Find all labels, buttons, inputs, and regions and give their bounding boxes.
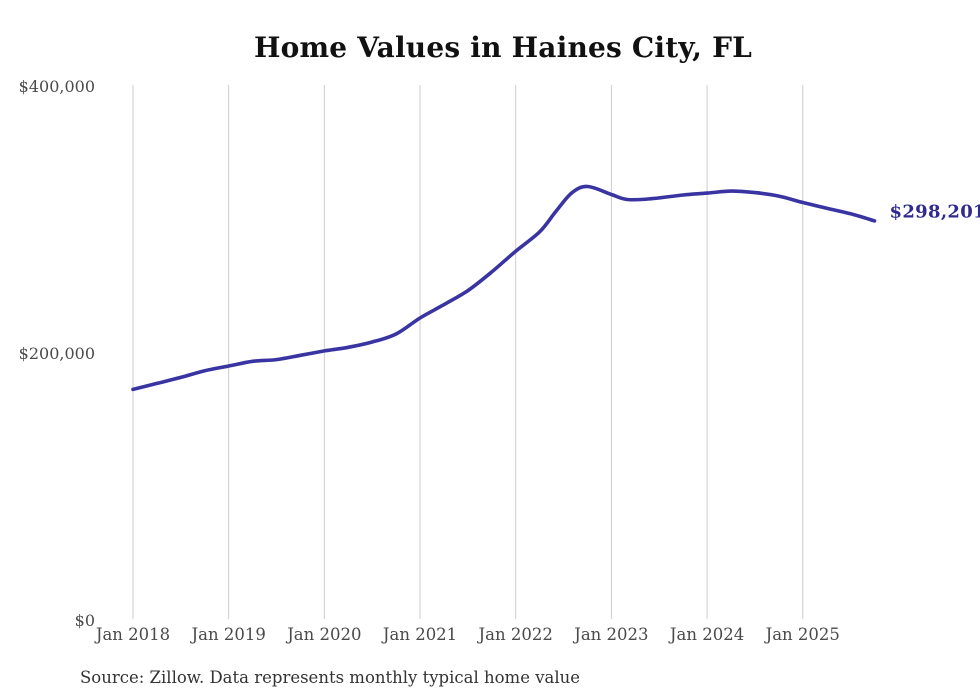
y-axis-tick-label: $200,000 xyxy=(18,344,95,363)
x-axis-tick-label: Jan 2024 xyxy=(669,625,745,644)
current-value-label: $298,201 xyxy=(889,201,980,223)
x-axis-tick-label: Jan 2021 xyxy=(382,625,458,644)
source-note: Source: Zillow. Data represents monthly … xyxy=(80,668,581,687)
x-axis-tick-label: Jan 2023 xyxy=(574,625,649,644)
y-axis-tick-label: $400,000 xyxy=(18,77,95,96)
vertical-gridlines xyxy=(132,85,804,619)
home-value-line xyxy=(131,184,877,392)
x-axis-tick-label: Jan 2019 xyxy=(191,625,266,644)
x-axis-tick-label: Jan 2022 xyxy=(478,625,553,644)
x-axis-tick-label: Jan 2020 xyxy=(287,625,362,644)
y-axis-tick-label: $0 xyxy=(74,611,95,630)
chart-title: Home Values in Haines City, FL xyxy=(253,31,753,64)
x-axis-tick-label: Jan 2018 xyxy=(95,625,171,644)
x-axis-tick-label: Jan 2025 xyxy=(765,625,840,644)
